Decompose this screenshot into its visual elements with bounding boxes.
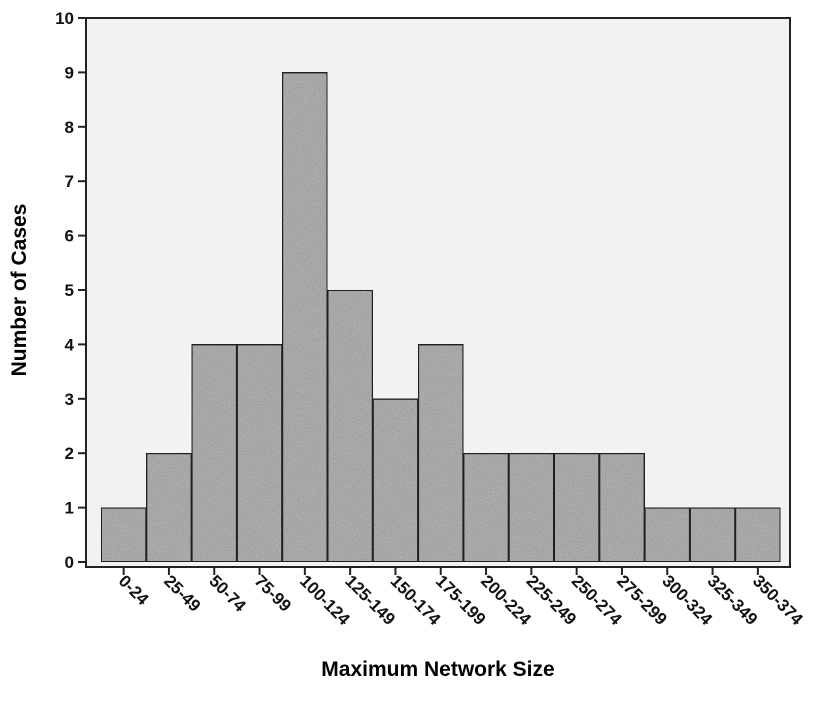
- x-axis-title: Maximum Network Size: [321, 658, 554, 681]
- bar: [462, 452, 510, 564]
- x-axis: 0-24 25-49 50-74 75-99 100-124125-149150-174…: [115, 567, 807, 629]
- bar: [326, 289, 374, 563]
- bar: [417, 343, 465, 563]
- bar: [371, 397, 420, 563]
- bars: [100, 71, 782, 564]
- x-tick-label: 75-99: [251, 571, 295, 615]
- bar: [734, 506, 782, 564]
- y-tick-label: 6: [65, 227, 74, 246]
- bar: [190, 343, 238, 563]
- x-tick-label: 25-49: [160, 571, 204, 615]
- y-tick-label: 3: [65, 390, 74, 409]
- y-axis-title: Number of Cases: [8, 204, 31, 377]
- bar: [281, 71, 329, 564]
- y-tick-label: 4: [65, 335, 75, 354]
- x-tick-label: 50-74: [205, 571, 250, 616]
- y-tick-label: 8: [65, 118, 74, 137]
- bar: [688, 506, 737, 564]
- y-tick-label: 7: [65, 172, 74, 191]
- bar: [643, 506, 691, 564]
- y-tick-label: 10: [55, 9, 74, 28]
- bar: [145, 452, 193, 564]
- bar: [598, 452, 646, 564]
- y-tick-label: 9: [65, 63, 74, 82]
- x-tick-label: 350-374: [749, 571, 807, 629]
- y-axis: 0 1 2 3 4 5 6 7 8 9 10: [55, 9, 86, 572]
- bar: [507, 452, 556, 564]
- y-tick-label: 5: [65, 281, 74, 300]
- bar: [235, 343, 284, 563]
- bar: [100, 506, 148, 564]
- y-tick-label: 0: [65, 553, 74, 572]
- x-tick-label: 0-24: [115, 571, 153, 609]
- bar: [553, 452, 601, 564]
- y-tick-label: 2: [65, 444, 74, 463]
- y-tick-label: 1: [65, 499, 74, 518]
